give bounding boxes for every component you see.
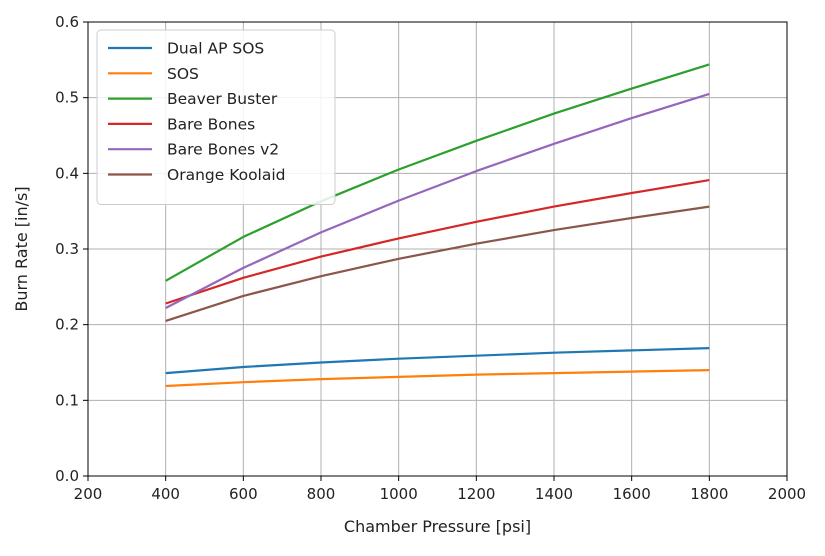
y-tick-label: 0.0 bbox=[55, 467, 79, 485]
series-line-dual-ap-sos bbox=[165, 347, 710, 375]
series-line-bare-bones bbox=[165, 179, 710, 305]
y-tick-label: 0.4 bbox=[55, 164, 79, 182]
x-tick-label: 1200 bbox=[457, 485, 495, 503]
y-tick-label: 0.2 bbox=[55, 316, 79, 334]
legend-label-sos: SOS bbox=[167, 65, 199, 83]
legend-label-bare-bones: Bare Bones bbox=[167, 115, 255, 133]
legend-label-orange-koolaid: Orange Koolaid bbox=[167, 166, 286, 184]
series-line-orange-koolaid bbox=[165, 205, 710, 322]
series-line-sos bbox=[165, 369, 710, 388]
x-tick-label: 800 bbox=[307, 485, 336, 503]
y-tick-label: 0.5 bbox=[55, 89, 79, 107]
legend-label-beaver-buster: Beaver Buster bbox=[167, 90, 278, 108]
x-tick-label: 200 bbox=[74, 485, 103, 503]
x-tick-label: 400 bbox=[151, 485, 180, 503]
y-tick-label: 0.3 bbox=[55, 240, 79, 258]
x-axis-label: Chamber Pressure [psi] bbox=[344, 517, 531, 536]
x-tick-label: 2000 bbox=[768, 485, 806, 503]
legend-label-dual-ap-sos: Dual AP SOS bbox=[167, 40, 264, 58]
ticks: 200 400 600 800 1000 1200 1400 1600 1800 2000 0.0 0… bbox=[55, 13, 806, 503]
y-tick-label: 0.6 bbox=[55, 13, 79, 31]
y-tick-label: 0.1 bbox=[55, 391, 79, 409]
series-line-bare-bones-v2 bbox=[165, 92, 710, 309]
series-line-beaver-buster bbox=[165, 63, 710, 282]
series-lines bbox=[165, 63, 710, 388]
x-tick-label: 1800 bbox=[690, 485, 728, 503]
legend-box bbox=[96, 29, 336, 205]
x-tick-label: 1600 bbox=[613, 485, 651, 503]
legend-label-bare-bones-v2: Bare Bones v2 bbox=[167, 141, 279, 159]
x-tick-label: 1000 bbox=[380, 485, 418, 503]
y-axis-label: Burn Rate [in/s] bbox=[12, 186, 31, 311]
x-tick-label: 600 bbox=[229, 485, 258, 503]
x-tick-label: 1400 bbox=[535, 485, 573, 503]
legend: Dual AP SOS SOS Beaver Buster Bare Bones Bar… bbox=[96, 29, 336, 205]
